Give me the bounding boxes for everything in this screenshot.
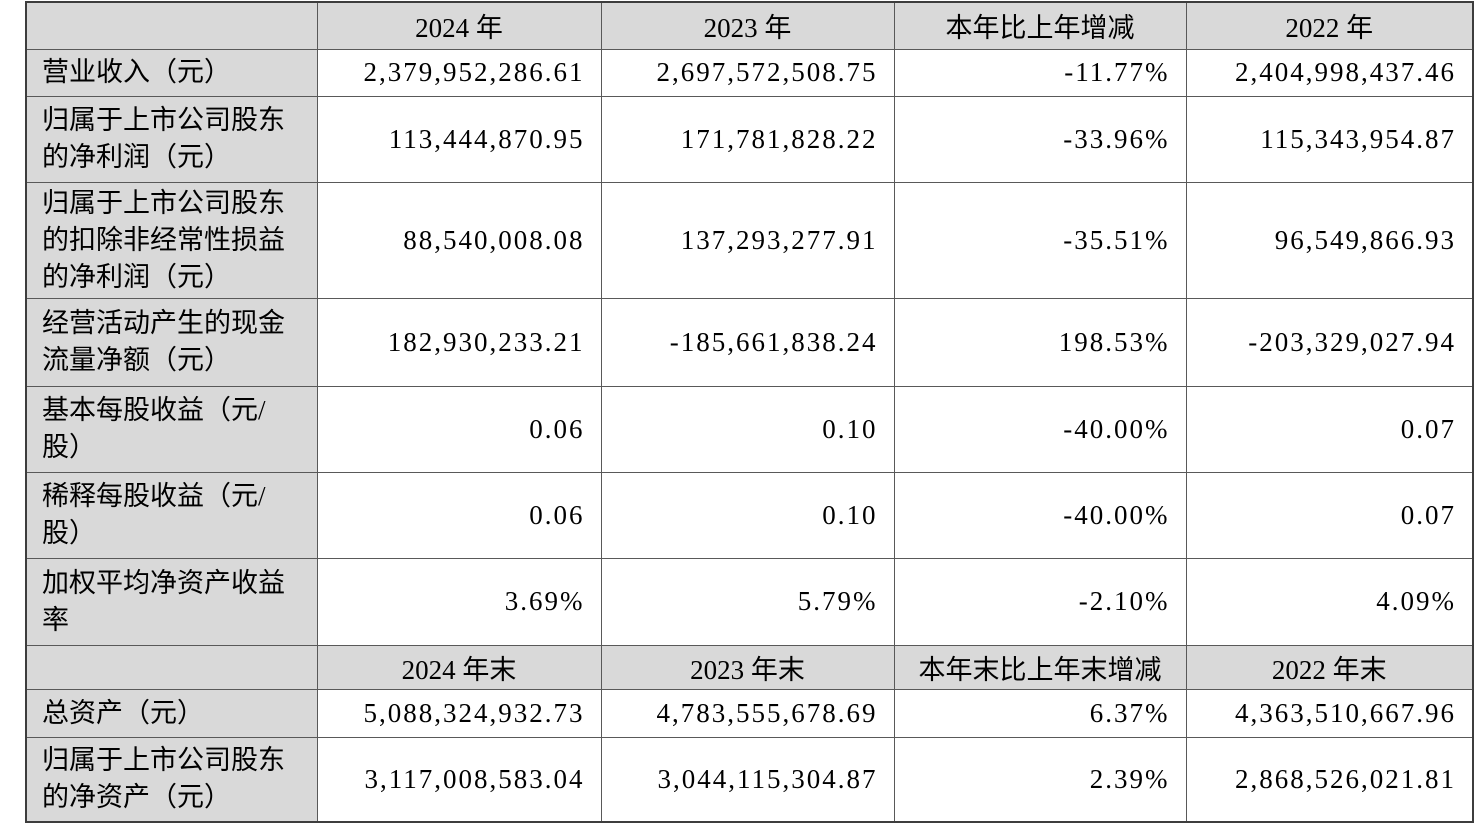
row-revenue: 营业收入（元） 2,379,952,286.61 2,697,572,508.7…: [25, 48, 1474, 97]
row-net-profit-deducted: 归属于上市公司股东的扣除非经常性损益的净利润（元） 88,540,008.08 …: [25, 181, 1474, 299]
value-2022: 96,549,866.93: [1185, 181, 1474, 299]
col-header-2024-end: 2024 年末: [316, 644, 602, 690]
corner-cell: [25, 644, 318, 690]
value-2024: 113,444,870.95: [316, 95, 602, 183]
value-2023: 0.10: [600, 385, 895, 473]
row-total-assets: 总资产（元） 5,088,324,932.73 4,783,555,678.69…: [25, 688, 1474, 738]
value-change: 198.53%: [893, 297, 1187, 387]
value-2022: 115,343,954.87: [1185, 95, 1474, 183]
col-header-end-change: 本年末比上年末增减: [893, 644, 1187, 690]
col-header-2023: 2023 年: [600, 1, 895, 50]
col-header-yoy-change: 本年比上年增减: [893, 1, 1187, 50]
value-2024: 0.06: [316, 471, 602, 559]
col-header-2023-end: 2023 年末: [600, 644, 895, 690]
row-label: 总资产（元）: [25, 688, 318, 738]
value-2023: 171,781,828.22: [600, 95, 895, 183]
col-header-2022: 2022 年: [1185, 1, 1474, 50]
value-2024: 3.69%: [316, 557, 602, 646]
row-label: 基本每股收益（元/股）: [25, 385, 318, 473]
value-change: -33.96%: [893, 95, 1187, 183]
value-change: -40.00%: [893, 385, 1187, 473]
row-label: 归属于上市公司股东的净资产（元）: [25, 736, 318, 823]
value-2023: 4,783,555,678.69: [600, 688, 895, 738]
value-2023: 0.10: [600, 471, 895, 559]
value-2024: 0.06: [316, 385, 602, 473]
col-header-2022-end: 2022 年末: [1185, 644, 1474, 690]
row-label: 加权平均净资产收益率: [25, 557, 318, 646]
value-2024: 182,930,233.21: [316, 297, 602, 387]
value-change: -11.77%: [893, 48, 1187, 97]
value-2024: 2,379,952,286.61: [316, 48, 602, 97]
value-2024: 3,117,008,583.04: [316, 736, 602, 823]
value-2023: -185,661,838.24: [600, 297, 895, 387]
financial-summary-table: 2024 年 2023 年 本年比上年增减 2022 年 营业收入（元） 2,3…: [25, 1, 1474, 823]
endpoint-header-row: 2024 年末 2023 年末 本年末比上年末增减 2022 年末: [25, 644, 1474, 690]
row-net-assets: 归属于上市公司股东的净资产（元） 3,117,008,583.04 3,044,…: [25, 736, 1474, 823]
row-label: 归属于上市公司股东的净利润（元）: [25, 95, 318, 183]
period-header-row: 2024 年 2023 年 本年比上年增减 2022 年: [25, 1, 1474, 50]
value-change: 6.37%: [893, 688, 1187, 738]
value-2022: 0.07: [1185, 471, 1474, 559]
row-label: 归属于上市公司股东的扣除非经常性损益的净利润（元）: [25, 181, 318, 299]
col-header-2024: 2024 年: [316, 1, 602, 50]
value-2023: 3,044,115,304.87: [600, 736, 895, 823]
value-2022: -203,329,027.94: [1185, 297, 1474, 387]
value-2024: 5,088,324,932.73: [316, 688, 602, 738]
value-2022: 4.09%: [1185, 557, 1474, 646]
value-2023: 2,697,572,508.75: [600, 48, 895, 97]
row-diluted-eps: 稀释每股收益（元/股） 0.06 0.10 -40.00% 0.07: [25, 471, 1474, 559]
value-2024: 88,540,008.08: [316, 181, 602, 299]
value-2022: 4,363,510,667.96: [1185, 688, 1474, 738]
value-2023: 5.79%: [600, 557, 895, 646]
value-2022: 0.07: [1185, 385, 1474, 473]
row-net-profit: 归属于上市公司股东的净利润（元） 113,444,870.95 171,781,…: [25, 95, 1474, 183]
row-label: 经营活动产生的现金流量净额（元）: [25, 297, 318, 387]
row-label: 营业收入（元）: [25, 48, 318, 97]
value-2022: 2,868,526,021.81: [1185, 736, 1474, 823]
row-operating-cash-flow: 经营活动产生的现金流量净额（元） 182,930,233.21 -185,661…: [25, 297, 1474, 387]
row-label: 稀释每股收益（元/股）: [25, 471, 318, 559]
value-change: -40.00%: [893, 471, 1187, 559]
row-basic-eps: 基本每股收益（元/股） 0.06 0.10 -40.00% 0.07: [25, 385, 1474, 473]
value-change: -35.51%: [893, 181, 1187, 299]
corner-cell: [25, 1, 318, 50]
value-change: -2.10%: [893, 557, 1187, 646]
value-2023: 137,293,277.91: [600, 181, 895, 299]
value-change: 2.39%: [893, 736, 1187, 823]
row-weighted-roe: 加权平均净资产收益率 3.69% 5.79% -2.10% 4.09%: [25, 557, 1474, 646]
value-2022: 2,404,998,437.46: [1185, 48, 1474, 97]
